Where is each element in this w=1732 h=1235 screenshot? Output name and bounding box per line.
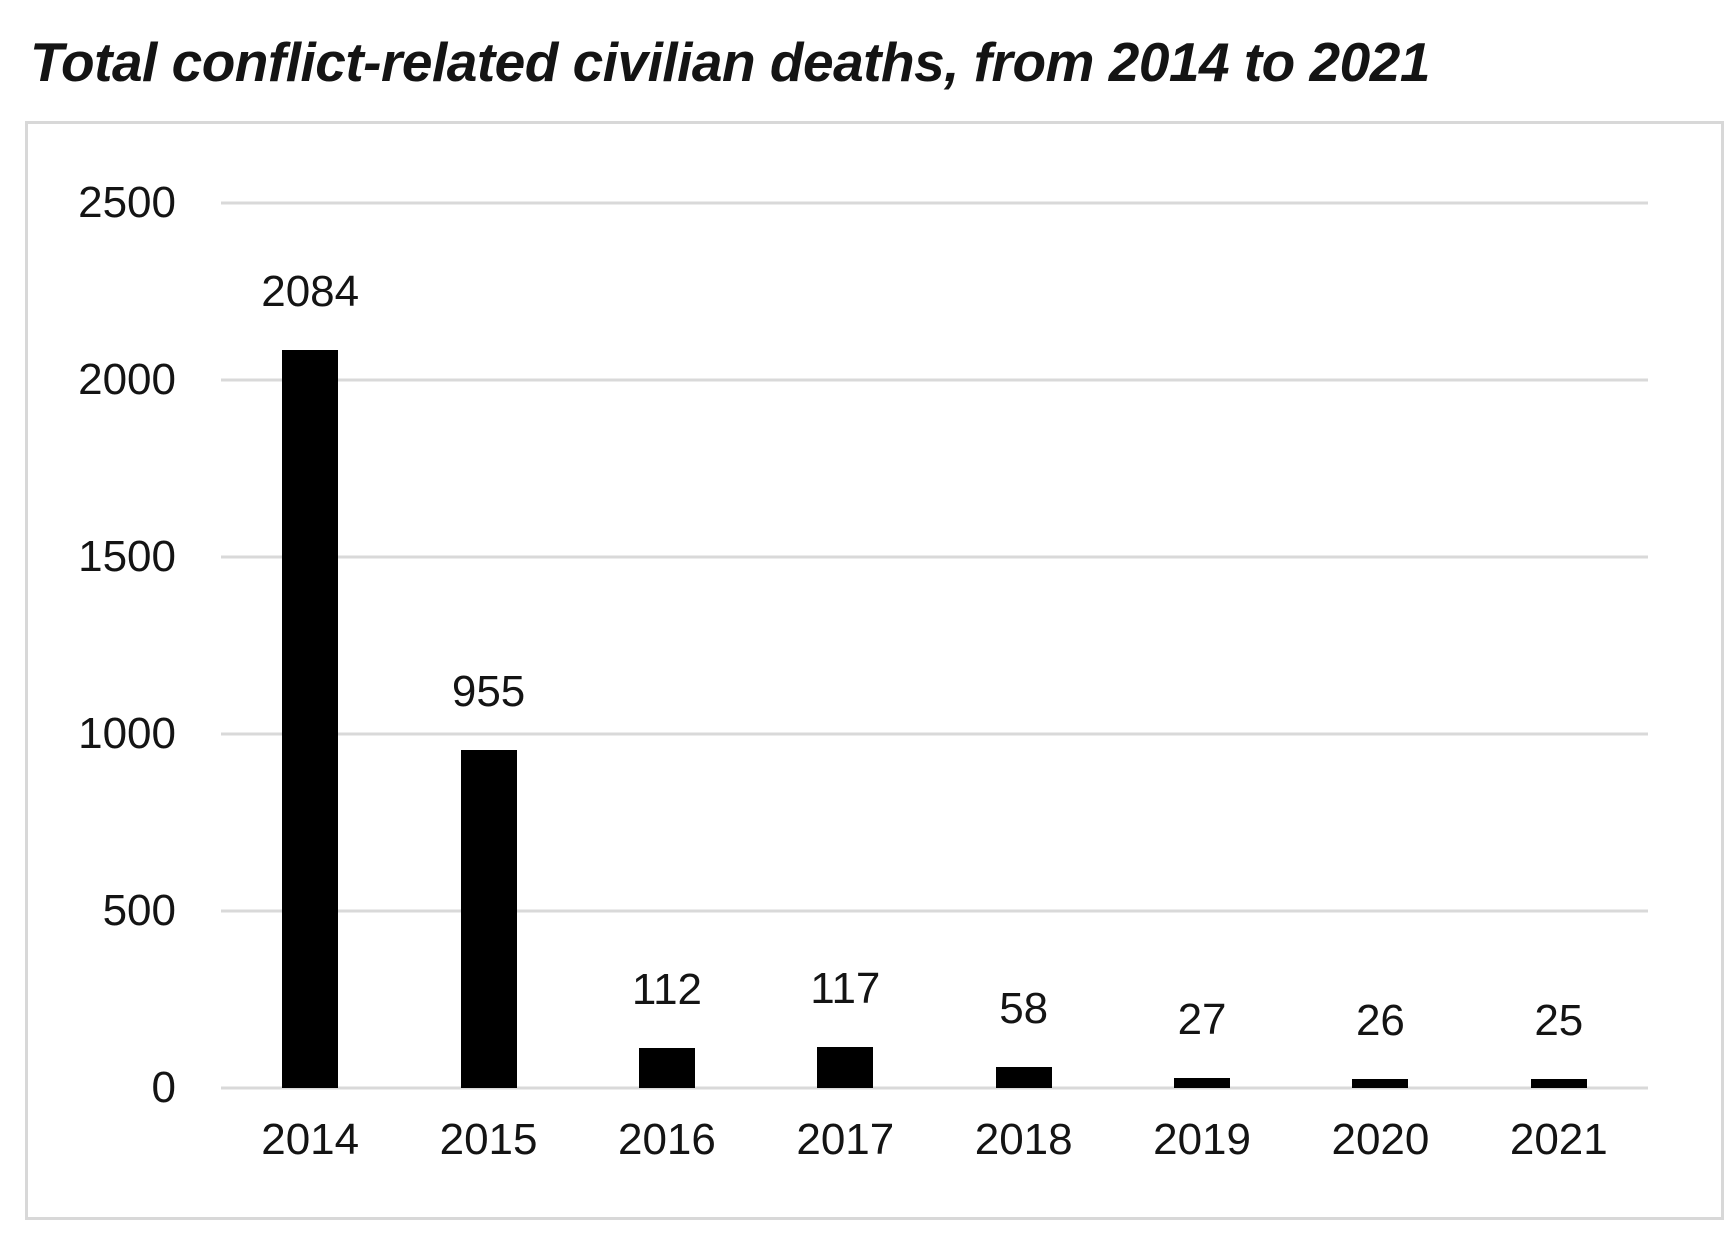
gridline-500 <box>221 909 1648 913</box>
x-axis-tick-label-2014: 2014 <box>261 1115 360 1164</box>
gridline-2500 <box>221 201 1648 205</box>
x-axis-tick-label-2021: 2021 <box>1509 1115 1608 1164</box>
bar-2014 <box>282 350 339 1088</box>
gridline-0 <box>221 1086 1648 1090</box>
y-axis-tick-label: 2500 <box>78 178 176 227</box>
x-axis-tick-label-2017: 2017 <box>796 1115 895 1164</box>
bar-2016 <box>638 1048 695 1088</box>
data-label-2020: 26 <box>1355 995 1405 1045</box>
bar-2017 <box>817 1046 874 1088</box>
chart-title: Total conflict-related civilian deaths, … <box>30 31 1430 93</box>
x-axis-tick-label-2018: 2018 <box>974 1115 1073 1164</box>
data-label-2021: 25 <box>1534 996 1584 1046</box>
y-axis-tick-label: 1500 <box>78 532 176 581</box>
y-axis-tick-label: 2000 <box>78 355 176 404</box>
bar-2015 <box>460 749 517 1088</box>
data-label-2017: 117 <box>810 963 881 1013</box>
data-label-2018: 58 <box>999 984 1049 1034</box>
x-axis-tick-label-2015: 2015 <box>439 1115 538 1164</box>
bar-2018 <box>995 1067 1052 1088</box>
gridline-1500 <box>221 555 1648 559</box>
category-slot-2014: 2084 2014 <box>221 203 399 1162</box>
data-label-2015: 955 <box>451 666 526 716</box>
category-slot-2018: 58 2018 <box>935 203 1113 1162</box>
category-slot-2021: 25 2021 <box>1470 203 1648 1162</box>
gridline-2000 <box>221 378 1648 382</box>
category-slot-2017: 117 2017 <box>756 203 934 1161</box>
data-label-2014: 2084 <box>261 267 360 317</box>
plot-area: 0 500 1000 1500 2000 2500 2084 2014 955 2015 112 20… <box>78 181 1648 1162</box>
x-axis-tick-label-2016: 2016 <box>617 1115 716 1164</box>
y-axis-tick-label: 1000 <box>78 709 176 758</box>
data-label-2016: 112 <box>631 965 703 1015</box>
category-slot-2015: 955 2015 <box>399 203 577 1161</box>
category-slot-2020: 26 2020 <box>1291 203 1469 1161</box>
bar-2021 <box>1530 1079 1587 1088</box>
x-axis-tick-label-2019: 2019 <box>1153 1115 1251 1164</box>
bar-2020 <box>1352 1078 1409 1088</box>
x-axis-tick-label-2020: 2020 <box>1331 1115 1430 1164</box>
y-axis-tick-label: 0 <box>151 1063 176 1112</box>
bar-2019 <box>1174 1078 1231 1088</box>
y-axis-tick-label: 500 <box>102 886 176 935</box>
gridline-1000 <box>221 732 1648 736</box>
category-slot-2016: 112 2016 <box>578 203 756 1162</box>
data-label-2019: 27 <box>1177 995 1227 1045</box>
chart-frame: 0 500 1000 1500 2000 2500 2084 2014 955 2015 112 20… <box>25 121 1724 1220</box>
category-slot-2019: 27 2019 <box>1113 203 1291 1162</box>
